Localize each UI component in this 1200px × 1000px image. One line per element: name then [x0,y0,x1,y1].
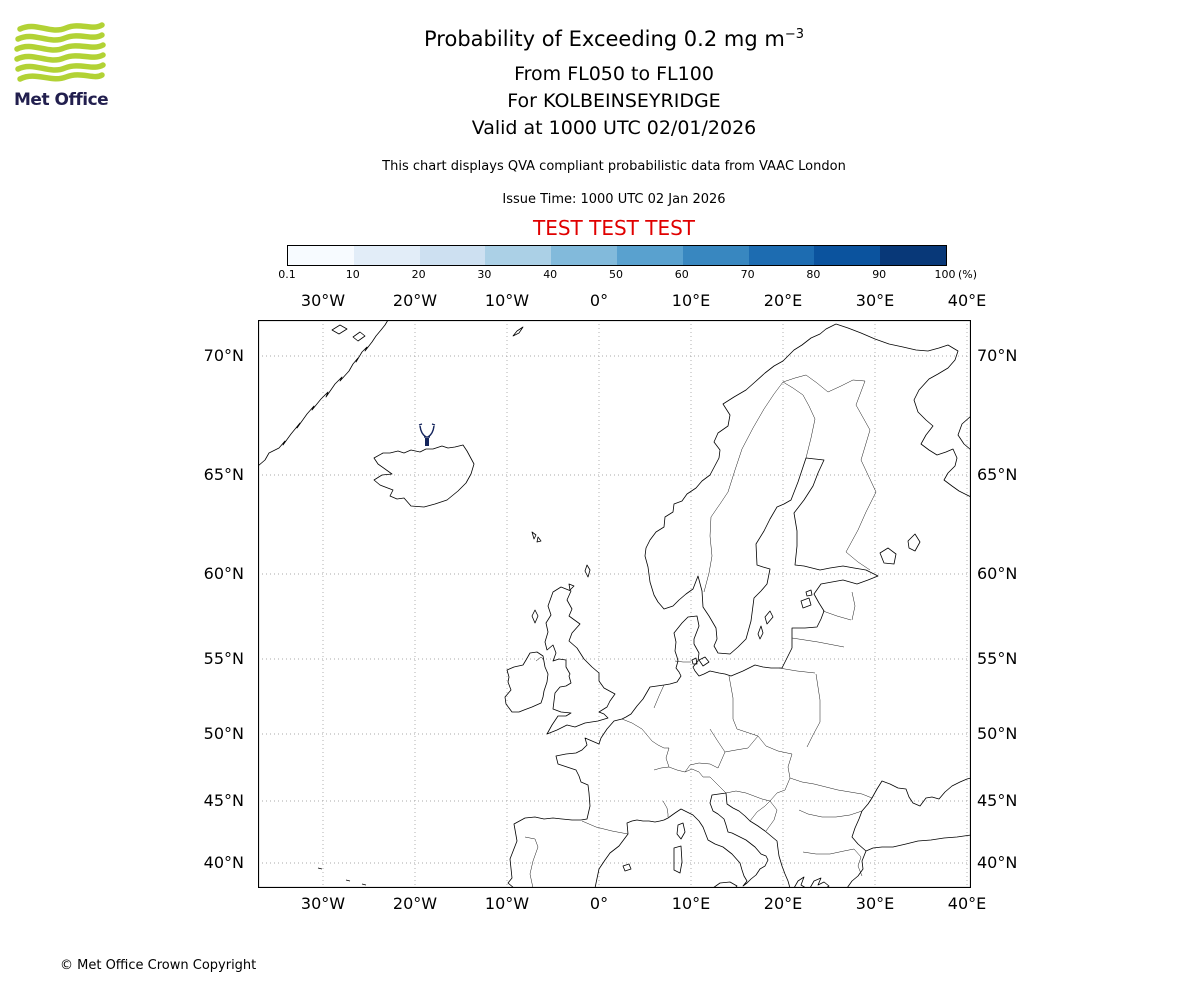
lat-label: 70°N [977,346,1018,365]
met-office-logo: Met Office [14,22,114,110]
colorbar-unit-label: (%) [958,268,978,281]
colorbar-tick-label: 10 [345,268,360,281]
chart-title-exponent: −3 [784,27,804,42]
lon-label: 20°E [763,291,803,310]
lat-label: 40°N [977,853,1018,872]
lat-label: 40°N [203,853,244,872]
colorbar-segment [288,246,354,265]
colorbar-segment [682,246,749,265]
colorbar-segment [616,246,683,265]
colorbar-segment [748,246,815,265]
lon-label: 10°W [484,894,530,913]
lat-label: 60°N [203,564,244,583]
lat-label: 50°N [203,724,244,743]
lat-label: 45°N [203,791,244,810]
colorbar-segment [880,246,946,265]
lon-label: 20°E [763,894,803,913]
lat-label: 50°N [977,724,1018,743]
colorbar-segment [485,246,552,265]
colorbar-tick-label: 20 [411,268,426,281]
colorbar-tick-label: 70 [740,268,755,281]
chart-title-text: Probability of Exceeding 0.2 mg m [424,27,785,51]
lon-labels-bottom: 30°W 20°W 10°W 0° 10°E 20°E 30°E 40°E [258,894,986,916]
map-gridlines [258,320,971,888]
lon-label: 10°E [671,291,711,310]
lat-labels-left: 70°N 65°N 60°N 55°N 50°N 45°N 40°N [0,320,250,888]
met-office-waves-icon [14,22,106,82]
lat-label: 70°N [203,346,244,365]
lon-label: 0° [589,291,609,310]
colorbar-tick-labels: 0.1 10 20 30 40 50 60 70 80 90 100 (%) [278,268,977,284]
lon-labels-top: 30°W 20°W 10°W 0° 10°E 20°E 30°E 40°E [258,291,986,313]
lon-label: 20°W [392,894,438,913]
colorbar-segment [353,246,420,265]
lon-label: 20°W [392,291,438,310]
lon-label: 30°W [300,894,346,913]
lat-label: 65°N [203,465,244,484]
europe-map [257,319,972,889]
country-borders [524,374,877,889]
colorbar-segment [814,246,881,265]
lon-label: 30°E [855,291,895,310]
volcano-icon [418,423,436,446]
lat-label: 65°N [977,465,1018,484]
copyright-text: © Met Office Crown Copyright [60,958,257,973]
subtitle-flight-levels: From FL050 to FL100 [514,63,714,85]
subtitle-valid-time: Valid at 1000 UTC 02/01/2026 [471,117,757,139]
colorbar-tick-label: 100 [934,268,956,281]
lon-label: 40°E [947,291,987,310]
lon-label: 10°E [671,894,711,913]
map-border [257,319,972,889]
chart-description: This chart displays QVA compliant probab… [382,159,846,174]
lon-label: 30°E [855,894,895,913]
lat-label: 60°N [977,564,1018,583]
colorbar-segment [419,246,486,265]
test-banner: TEST TEST TEST [532,216,695,240]
colorbar-tick-label: 50 [609,268,623,281]
colorbar-tick-label: 0.1 [278,268,296,281]
met-office-logo-text: Met Office [14,90,109,110]
lat-label: 55°N [203,649,244,668]
colorbar-segment [551,246,617,265]
probability-colorbar [287,245,947,266]
colorbar-tick-label: 40 [543,268,558,281]
lat-label: 55°N [977,649,1018,668]
lon-label: 0° [589,894,609,913]
colorbar-tick-label: 80 [806,268,821,281]
map-frame [257,319,972,889]
colorbar-tick-label: 60 [674,268,689,281]
lon-label: 10°W [484,291,530,310]
lon-label: 40°E [947,894,987,913]
coastlines [257,319,972,889]
lon-label: 30°W [300,291,346,310]
chart-title: Probability of Exceeding 0.2 mg m−3 [14,27,1200,51]
lat-label: 45°N [977,791,1018,810]
issue-time: Issue Time: 1000 UTC 02 Jan 2026 [502,192,726,207]
colorbar-tick-label: 30 [477,268,492,281]
lat-labels-right: 70°N 65°N 60°N 55°N 50°N 45°N 40°N [977,320,1097,888]
colorbar-tick-label: 90 [872,268,887,281]
subtitle-volcano-name: For KOLBEINSEYRIDGE [507,90,721,112]
